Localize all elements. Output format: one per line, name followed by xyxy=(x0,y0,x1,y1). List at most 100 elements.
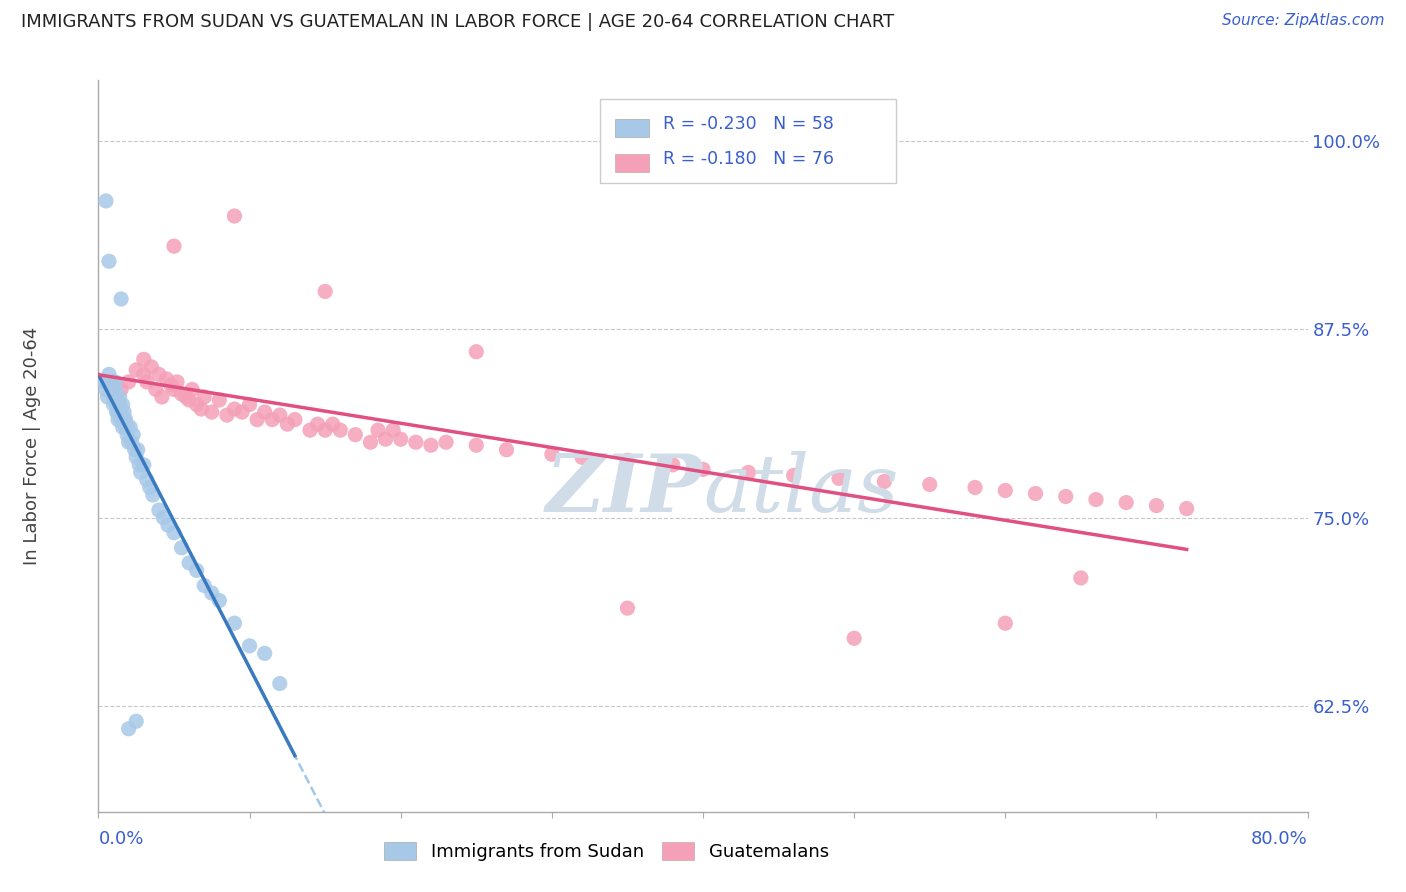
Point xyxy=(307,417,329,431)
Point xyxy=(105,398,128,412)
Point xyxy=(166,375,188,389)
Point xyxy=(112,412,135,426)
Point xyxy=(181,383,204,397)
Point xyxy=(103,390,125,404)
FancyBboxPatch shape xyxy=(600,99,897,183)
Point xyxy=(1085,492,1108,507)
Point xyxy=(208,593,231,607)
Point xyxy=(156,518,179,533)
Text: atlas: atlas xyxy=(703,451,898,529)
Point xyxy=(1115,495,1137,509)
Point xyxy=(269,676,291,690)
Point xyxy=(93,375,115,389)
Point xyxy=(616,453,638,467)
Point xyxy=(142,488,165,502)
Point xyxy=(201,405,224,419)
Point xyxy=(135,375,157,389)
Point xyxy=(148,368,170,382)
Text: 0.0%: 0.0% xyxy=(98,830,143,847)
Point xyxy=(115,427,138,442)
Point xyxy=(253,405,276,419)
Point xyxy=(125,450,148,465)
Point xyxy=(186,398,208,412)
Point xyxy=(382,423,405,437)
Text: R = -0.230   N = 58: R = -0.230 N = 58 xyxy=(664,115,834,133)
Point xyxy=(125,363,148,377)
Point xyxy=(828,471,851,485)
Point xyxy=(186,563,208,577)
Point xyxy=(1070,571,1092,585)
Text: In Labor Force | Age 20-64: In Labor Force | Age 20-64 xyxy=(22,326,41,566)
Point xyxy=(190,402,212,417)
FancyBboxPatch shape xyxy=(614,120,648,136)
Point xyxy=(269,408,291,422)
Point xyxy=(170,387,193,401)
Point xyxy=(114,412,136,426)
Point xyxy=(783,468,806,483)
Point xyxy=(314,285,336,299)
Point xyxy=(104,383,127,397)
Point xyxy=(112,405,135,419)
Point xyxy=(405,435,427,450)
Point xyxy=(215,408,238,422)
Point xyxy=(163,383,186,397)
Point xyxy=(239,639,262,653)
Point xyxy=(132,458,155,472)
Text: ZIP: ZIP xyxy=(546,451,703,529)
Text: Source: ZipAtlas.com: Source: ZipAtlas.com xyxy=(1222,13,1385,29)
Point xyxy=(155,372,177,386)
Point xyxy=(344,427,367,442)
Point xyxy=(360,435,382,450)
Point xyxy=(193,578,215,592)
Point xyxy=(844,632,866,646)
Point xyxy=(253,646,276,660)
Point xyxy=(108,390,131,404)
Point xyxy=(1024,486,1046,500)
Point xyxy=(246,412,269,426)
Point xyxy=(322,417,344,431)
Point xyxy=(434,435,457,450)
Point xyxy=(737,466,759,480)
Point xyxy=(98,368,121,382)
Point xyxy=(329,423,352,437)
Point xyxy=(132,368,155,382)
Point xyxy=(108,398,131,412)
Point xyxy=(201,586,224,600)
Text: IMMIGRANTS FROM SUDAN VS GUATEMALAN IN LABOR FORCE | AGE 20-64 CORRELATION CHART: IMMIGRANTS FROM SUDAN VS GUATEMALAN IN L… xyxy=(21,13,894,31)
Point xyxy=(239,398,262,412)
Point xyxy=(107,412,129,426)
Point xyxy=(163,525,186,540)
Point xyxy=(994,616,1017,631)
Point xyxy=(150,390,173,404)
Point xyxy=(94,383,117,397)
Point xyxy=(284,412,307,426)
Point xyxy=(179,556,201,570)
Point xyxy=(163,239,186,253)
Point xyxy=(231,405,253,419)
Point xyxy=(118,722,141,736)
Point xyxy=(135,473,157,487)
Point xyxy=(174,390,197,404)
Point xyxy=(107,405,129,419)
Point xyxy=(132,352,155,367)
Point xyxy=(129,466,152,480)
Point xyxy=(125,714,148,729)
Point xyxy=(420,438,443,452)
Point xyxy=(115,420,138,434)
Point xyxy=(121,435,143,450)
Point xyxy=(389,432,412,446)
Point xyxy=(179,392,201,407)
Point xyxy=(276,417,298,431)
Point xyxy=(262,412,284,426)
Point xyxy=(120,420,142,434)
Point xyxy=(374,432,396,446)
Point xyxy=(110,292,132,306)
Point xyxy=(111,420,134,434)
Point xyxy=(152,510,174,524)
Point xyxy=(96,390,118,404)
Point xyxy=(103,375,125,389)
Point xyxy=(918,477,941,491)
Point xyxy=(465,344,488,359)
Point xyxy=(139,480,162,494)
Text: R = -0.180   N = 76: R = -0.180 N = 76 xyxy=(664,150,834,168)
